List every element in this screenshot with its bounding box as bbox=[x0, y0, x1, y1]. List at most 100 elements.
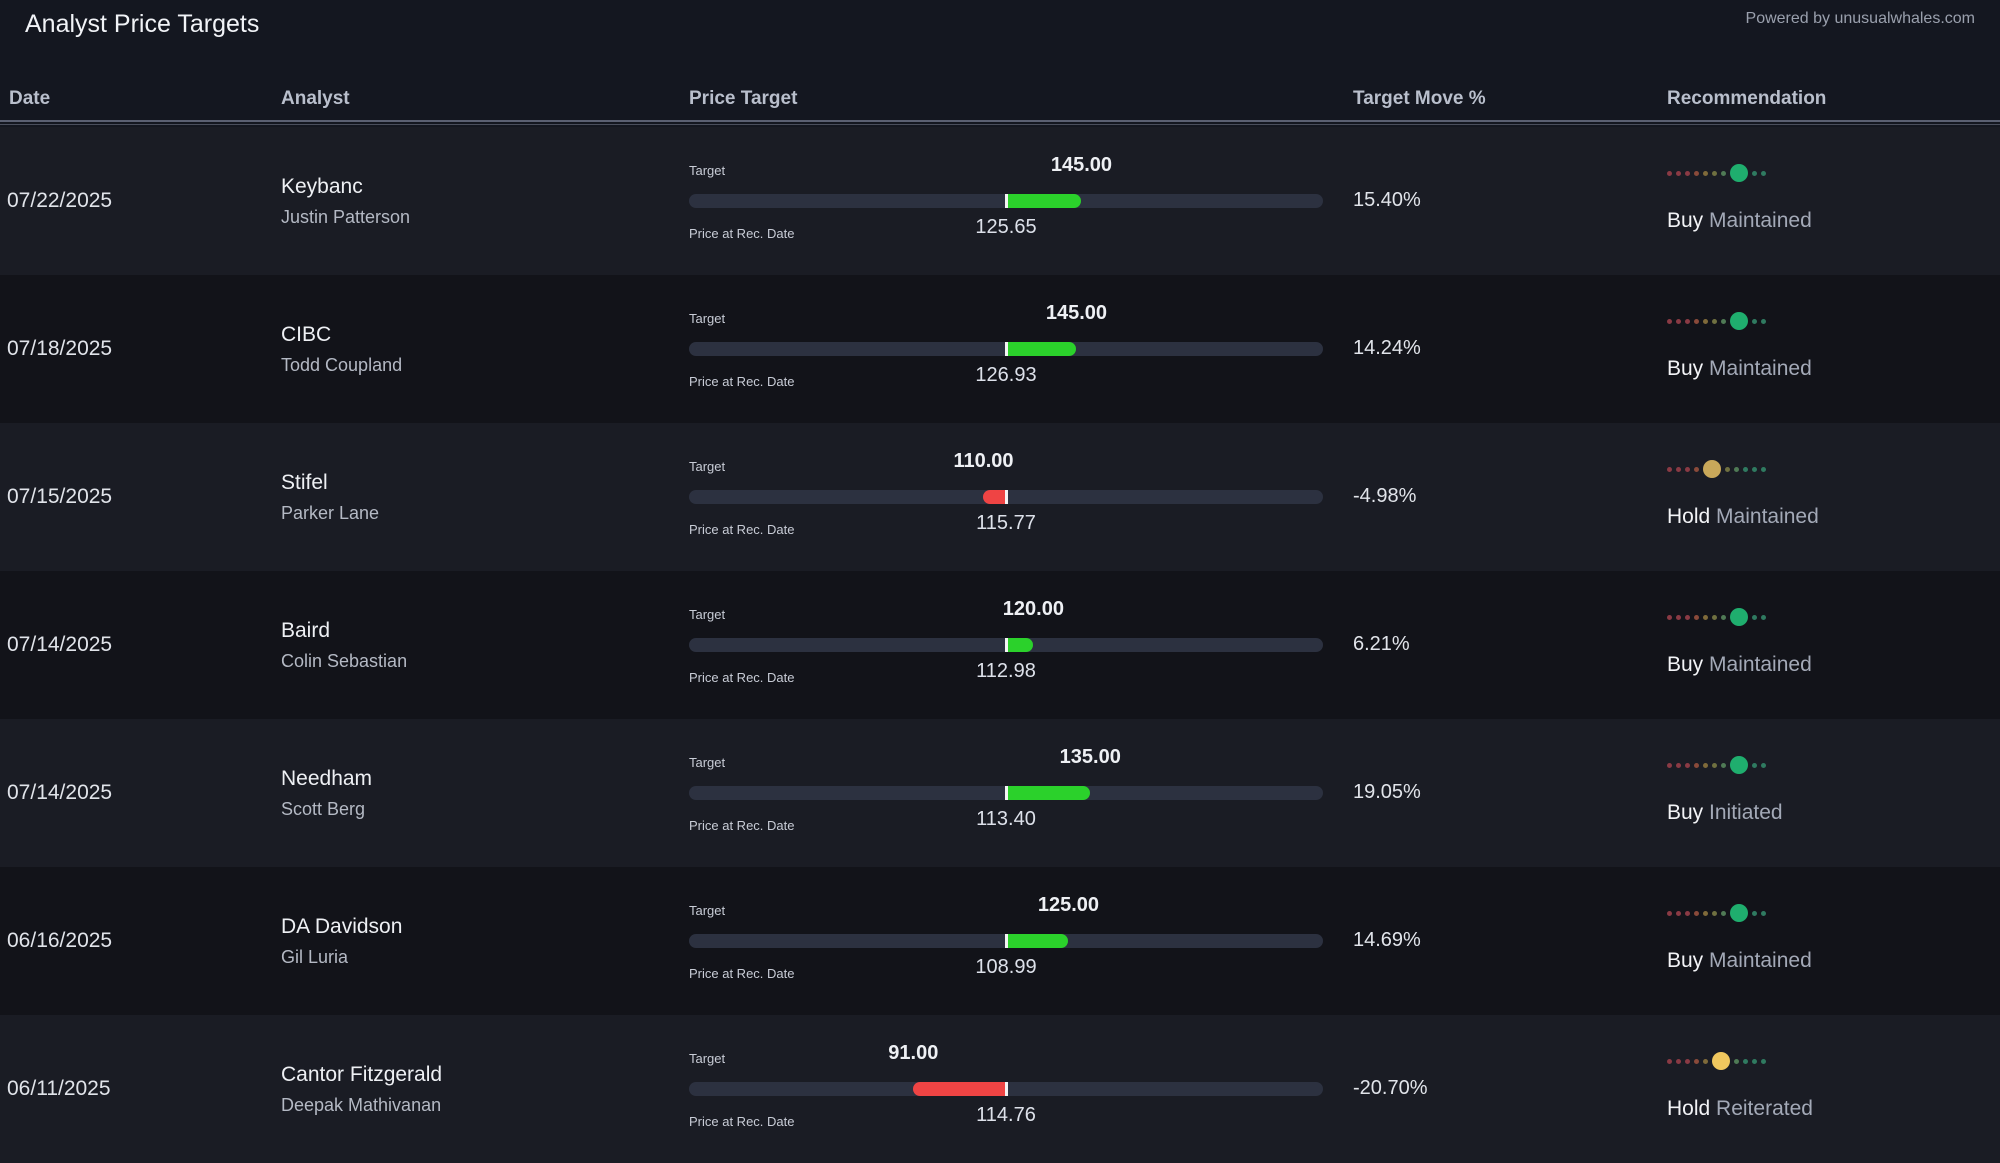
rating-dot bbox=[1734, 466, 1739, 472]
rating-dot bbox=[1703, 318, 1708, 324]
row-date: 07/22/2025 bbox=[7, 189, 113, 212]
row-date: 06/16/2025 bbox=[7, 929, 113, 952]
rating-action: Maintained bbox=[1709, 357, 1812, 380]
recommendation: Hold Maintained bbox=[1667, 505, 1819, 529]
price-target-bar bbox=[689, 934, 1323, 948]
row-date: 07/15/2025 bbox=[7, 485, 113, 508]
price-at-rec-value: 113.40 bbox=[976, 808, 1036, 830]
rating-scale-indicator bbox=[1667, 459, 1770, 479]
table-row[interactable]: 07/14/2025 Needham Scott Berg Target 135… bbox=[0, 719, 2000, 867]
target-price-value: 110.00 bbox=[953, 450, 1014, 472]
rating-action: Reiterated bbox=[1716, 1097, 1813, 1120]
table-row[interactable]: 07/14/2025 Baird Colin Sebastian Target … bbox=[0, 571, 2000, 719]
current-price-marker bbox=[1005, 1082, 1008, 1096]
rating-active-dot bbox=[1703, 460, 1721, 478]
rating-dot bbox=[1694, 762, 1699, 768]
rating-scale-indicator bbox=[1667, 311, 1770, 331]
target-move-percent: 14.24% bbox=[1353, 337, 1421, 359]
price-move-fill bbox=[1006, 934, 1069, 948]
rating-dot bbox=[1712, 910, 1717, 916]
rating-active-dot bbox=[1730, 312, 1748, 330]
analyst-firm: Baird bbox=[281, 619, 331, 642]
recommendation: Buy Maintained bbox=[1667, 653, 1812, 677]
analyst-firm: Needham bbox=[281, 767, 373, 790]
current-price-marker bbox=[1005, 490, 1008, 504]
rating-active-dot bbox=[1730, 608, 1748, 626]
column-header-analyst[interactable]: Analyst bbox=[281, 88, 350, 109]
rating-dot bbox=[1721, 614, 1726, 620]
rating-active-dot bbox=[1730, 904, 1748, 922]
rating-dot bbox=[1694, 466, 1699, 472]
price-target-bar bbox=[689, 194, 1323, 208]
target-label: Target bbox=[689, 459, 726, 474]
target-move-percent: 15.40% bbox=[1353, 189, 1421, 211]
table-row[interactable]: 07/18/2025 CIBC Todd Coupland Target 145… bbox=[0, 275, 2000, 423]
powered-by-link[interactable]: Powered by unusualwhales.com bbox=[1745, 10, 1975, 27]
price-target-bar bbox=[689, 342, 1323, 356]
target-label: Target bbox=[689, 1051, 726, 1066]
table-row[interactable]: 06/11/2025 Cantor Fitzgerald Deepak Math… bbox=[0, 1015, 2000, 1163]
target-label: Target bbox=[689, 755, 726, 770]
rating-action: Maintained bbox=[1709, 653, 1812, 676]
price-at-rec-value: 125.65 bbox=[975, 216, 1037, 238]
rating-action: Maintained bbox=[1716, 505, 1819, 528]
rating-dot bbox=[1667, 170, 1672, 176]
rating-label: Buy bbox=[1667, 357, 1704, 380]
rating-dot bbox=[1685, 466, 1690, 472]
target-move-percent: 6.21% bbox=[1353, 633, 1410, 655]
rating-dot bbox=[1667, 1058, 1672, 1064]
current-price-marker bbox=[1005, 786, 1008, 800]
rating-dot bbox=[1752, 170, 1757, 176]
column-header-target-move[interactable]: Target Move % bbox=[1353, 88, 1486, 109]
rating-dot bbox=[1676, 318, 1681, 324]
target-move-percent: -20.70% bbox=[1353, 1077, 1428, 1099]
rating-dot bbox=[1703, 910, 1708, 916]
rating-dot bbox=[1761, 466, 1766, 472]
recommendation: Buy Maintained bbox=[1667, 209, 1812, 233]
price-target-bar bbox=[689, 638, 1323, 652]
rating-label: Buy bbox=[1667, 949, 1704, 972]
table-row[interactable]: 06/16/2025 DA Davidson Gil Luria Target … bbox=[0, 867, 2000, 1015]
current-price-marker bbox=[1005, 934, 1008, 948]
rating-scale-indicator bbox=[1667, 1051, 1770, 1071]
analyst-firm: Stifel bbox=[281, 471, 328, 494]
price-target-bar bbox=[689, 1082, 1323, 1096]
price-at-rec-value: 112.98 bbox=[976, 660, 1036, 682]
column-header-date[interactable]: Date bbox=[9, 88, 51, 109]
rating-dot bbox=[1703, 762, 1708, 768]
rating-dot bbox=[1752, 762, 1757, 768]
price-at-rec-label: Price at Rec. Date bbox=[689, 226, 795, 241]
column-header-price-target[interactable]: Price Target bbox=[689, 88, 798, 109]
rating-dot bbox=[1725, 466, 1730, 472]
rating-dot bbox=[1667, 614, 1672, 620]
table-row[interactable]: 07/22/2025 Keybanc Justin Patterson Targ… bbox=[0, 127, 2000, 275]
rating-dot bbox=[1721, 318, 1726, 324]
price-at-rec-label: Price at Rec. Date bbox=[689, 522, 795, 537]
target-price-value: 135.00 bbox=[1059, 746, 1121, 768]
rating-label: Buy bbox=[1667, 653, 1704, 676]
price-move-fill bbox=[1006, 638, 1034, 652]
rating-dot bbox=[1761, 762, 1766, 768]
rating-dot bbox=[1685, 170, 1690, 176]
rating-dot bbox=[1685, 910, 1690, 916]
target-label: Target bbox=[689, 163, 726, 178]
rating-dot bbox=[1712, 614, 1717, 620]
rating-active-dot bbox=[1730, 164, 1748, 182]
analyst-name: Justin Patterson bbox=[281, 207, 411, 227]
table-row[interactable]: 07/15/2025 Stifel Parker Lane Target 110… bbox=[0, 423, 2000, 571]
rating-dot bbox=[1667, 910, 1672, 916]
column-header-recommendation[interactable]: Recommendation bbox=[1667, 88, 1827, 109]
rating-dot bbox=[1694, 318, 1699, 324]
row-date: 07/14/2025 bbox=[7, 781, 113, 804]
rating-label: Buy bbox=[1667, 801, 1704, 824]
rating-label: Hold bbox=[1667, 1097, 1711, 1120]
target-label: Target bbox=[689, 607, 726, 622]
price-move-fill bbox=[983, 490, 1006, 504]
rating-dot bbox=[1712, 170, 1717, 176]
target-price-value: 125.00 bbox=[1037, 894, 1100, 916]
current-price-marker bbox=[1005, 638, 1008, 652]
analyst-firm: CIBC bbox=[281, 323, 332, 346]
rating-dot bbox=[1712, 762, 1717, 768]
recommendation: Buy Initiated bbox=[1667, 801, 1783, 825]
rating-dot bbox=[1721, 170, 1726, 176]
